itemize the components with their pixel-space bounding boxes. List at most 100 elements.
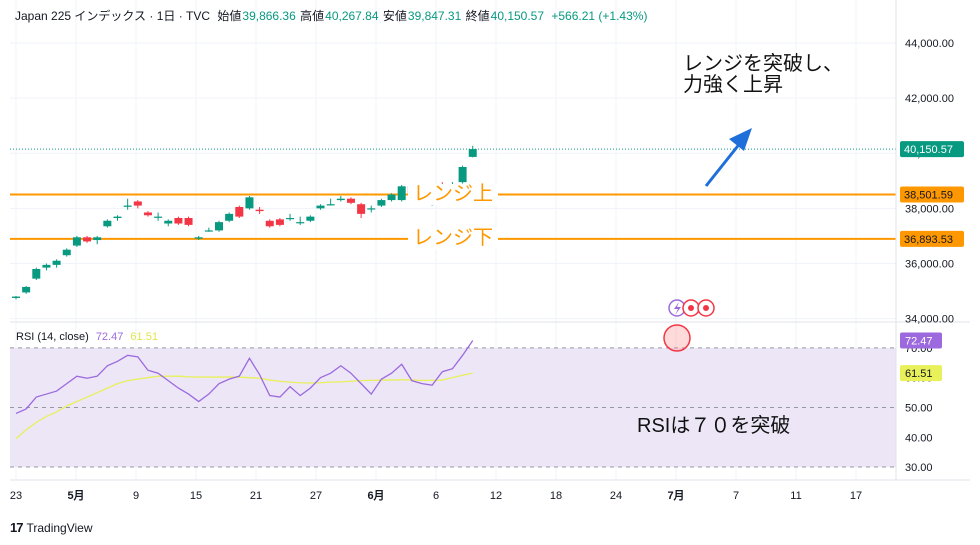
candle [133, 200, 142, 209]
bolt-shape-icon [674, 302, 681, 315]
rsi-note[interactable]: RSIは７０を突破 [637, 415, 791, 437]
candle-body [42, 264, 51, 268]
price-tick-label: 44,000.00 [905, 38, 954, 50]
brand-name: TradingView [26, 520, 93, 535]
candle-body [245, 197, 254, 209]
candle [113, 215, 122, 221]
change-value: +566.21 (+1.43%) [551, 9, 648, 23]
candle-body [377, 200, 386, 206]
candle-body [62, 249, 71, 256]
price-label-box [900, 186, 964, 203]
candle-body [174, 218, 183, 224]
brand[interactable]: 17 TradingView [10, 520, 93, 535]
candle [22, 286, 31, 294]
candle [164, 219, 173, 227]
candle [32, 267, 41, 281]
time-tick-label: 15 [190, 490, 202, 502]
candle-body [326, 204, 335, 206]
candle-body [103, 220, 112, 227]
candle-body [286, 218, 295, 220]
rsi-value: 72.47 [95, 331, 124, 343]
candle [93, 235, 102, 245]
time-tick-label: 17 [850, 490, 862, 502]
candle-body [215, 222, 223, 231]
candle [316, 204, 325, 210]
candle-body [397, 186, 406, 201]
price-label-text: 38,501.59 [904, 190, 953, 202]
rsi-label-box [900, 332, 942, 349]
rsi-labels: 72.47 61.51 [900, 332, 942, 382]
candle-body [93, 237, 102, 241]
breakout-arrowhead-icon [729, 128, 752, 151]
candle [367, 205, 376, 213]
candle [225, 212, 234, 223]
candle-body [275, 219, 284, 225]
open-value: 39,866.36 [242, 9, 296, 23]
candle [184, 216, 193, 227]
time-tick-label: 12 [490, 490, 502, 502]
candle [204, 227, 213, 232]
rsi-ma-value: 61.51 [130, 331, 158, 343]
candle-body [12, 296, 20, 298]
rsi-breakout-marker [663, 324, 691, 352]
time-tick-label: 27 [310, 490, 322, 502]
time-tick-label: 6月 [367, 489, 384, 502]
candle-body [154, 216, 163, 218]
candle [123, 198, 132, 210]
candle [12, 296, 20, 300]
rsi-label-text: 72.47 [905, 336, 933, 348]
candle [286, 213, 295, 221]
breakout-arrow-icon [704, 141, 743, 187]
candle-body [468, 149, 477, 157]
time-tick-label: 11 [790, 490, 801, 502]
candle [255, 206, 264, 214]
candle-body [164, 220, 173, 224]
candle [235, 205, 244, 218]
alert-icons[interactable] [668, 299, 715, 317]
candle [397, 184, 406, 202]
open-label: 始値 [217, 9, 242, 23]
range-upper-label[interactable]: レンジ上 [408, 184, 498, 205]
rsi-title[interactable]: RSI (14, close) [16, 331, 89, 343]
price-label-box [900, 141, 964, 158]
candle-body [184, 218, 193, 225]
candle-body [83, 237, 92, 242]
price-axis: 34,000.0036,000.0038,000.0040,000.0042,0… [905, 38, 954, 326]
price-tick-label: 36,000.00 [905, 258, 954, 270]
candle-body [32, 269, 41, 279]
candle-body [387, 194, 396, 201]
range-lower-label[interactable]: レンジ下 [408, 228, 498, 249]
time-tick-label: 21 [250, 490, 262, 502]
candle-body [296, 222, 305, 224]
breakout-annotation[interactable]: レンジを突破し、 力強く上昇 [683, 54, 843, 96]
time-tick-label: 7 [733, 490, 739, 502]
candle [336, 195, 345, 202]
rsi-line [15, 340, 474, 415]
candle-body [458, 167, 467, 183]
candle [174, 216, 183, 225]
candle-body [316, 205, 325, 209]
price-labels: 40,150.57 38,501.59 36,893.53 [900, 141, 964, 247]
candle [194, 235, 203, 241]
candle-body [255, 209, 264, 212]
candle-body [204, 230, 213, 232]
rsi-lines [15, 340, 474, 440]
low-value: 39,847.31 [407, 9, 462, 23]
candle-body [123, 205, 132, 207]
candle [468, 145, 477, 158]
price-label-text: 36,893.53 [904, 234, 953, 246]
symbol-title[interactable]: Japan 225 インデックス · 1日 · TVC [15, 9, 211, 23]
rsi-header: RSI (14, close) 72.47 61.51 [16, 330, 158, 344]
rsi-label-text: 61.51 [905, 368, 933, 380]
candle [306, 215, 315, 223]
breakout-line-1: レンジを突破し、 [683, 53, 843, 75]
candle-body [225, 213, 234, 221]
candle [387, 193, 396, 202]
high-value: 40,267.84 [325, 9, 379, 23]
candle-body [52, 260, 61, 265]
candle-body [143, 212, 152, 216]
candle [154, 212, 163, 221]
candle-body [346, 198, 355, 203]
candle [42, 263, 51, 271]
